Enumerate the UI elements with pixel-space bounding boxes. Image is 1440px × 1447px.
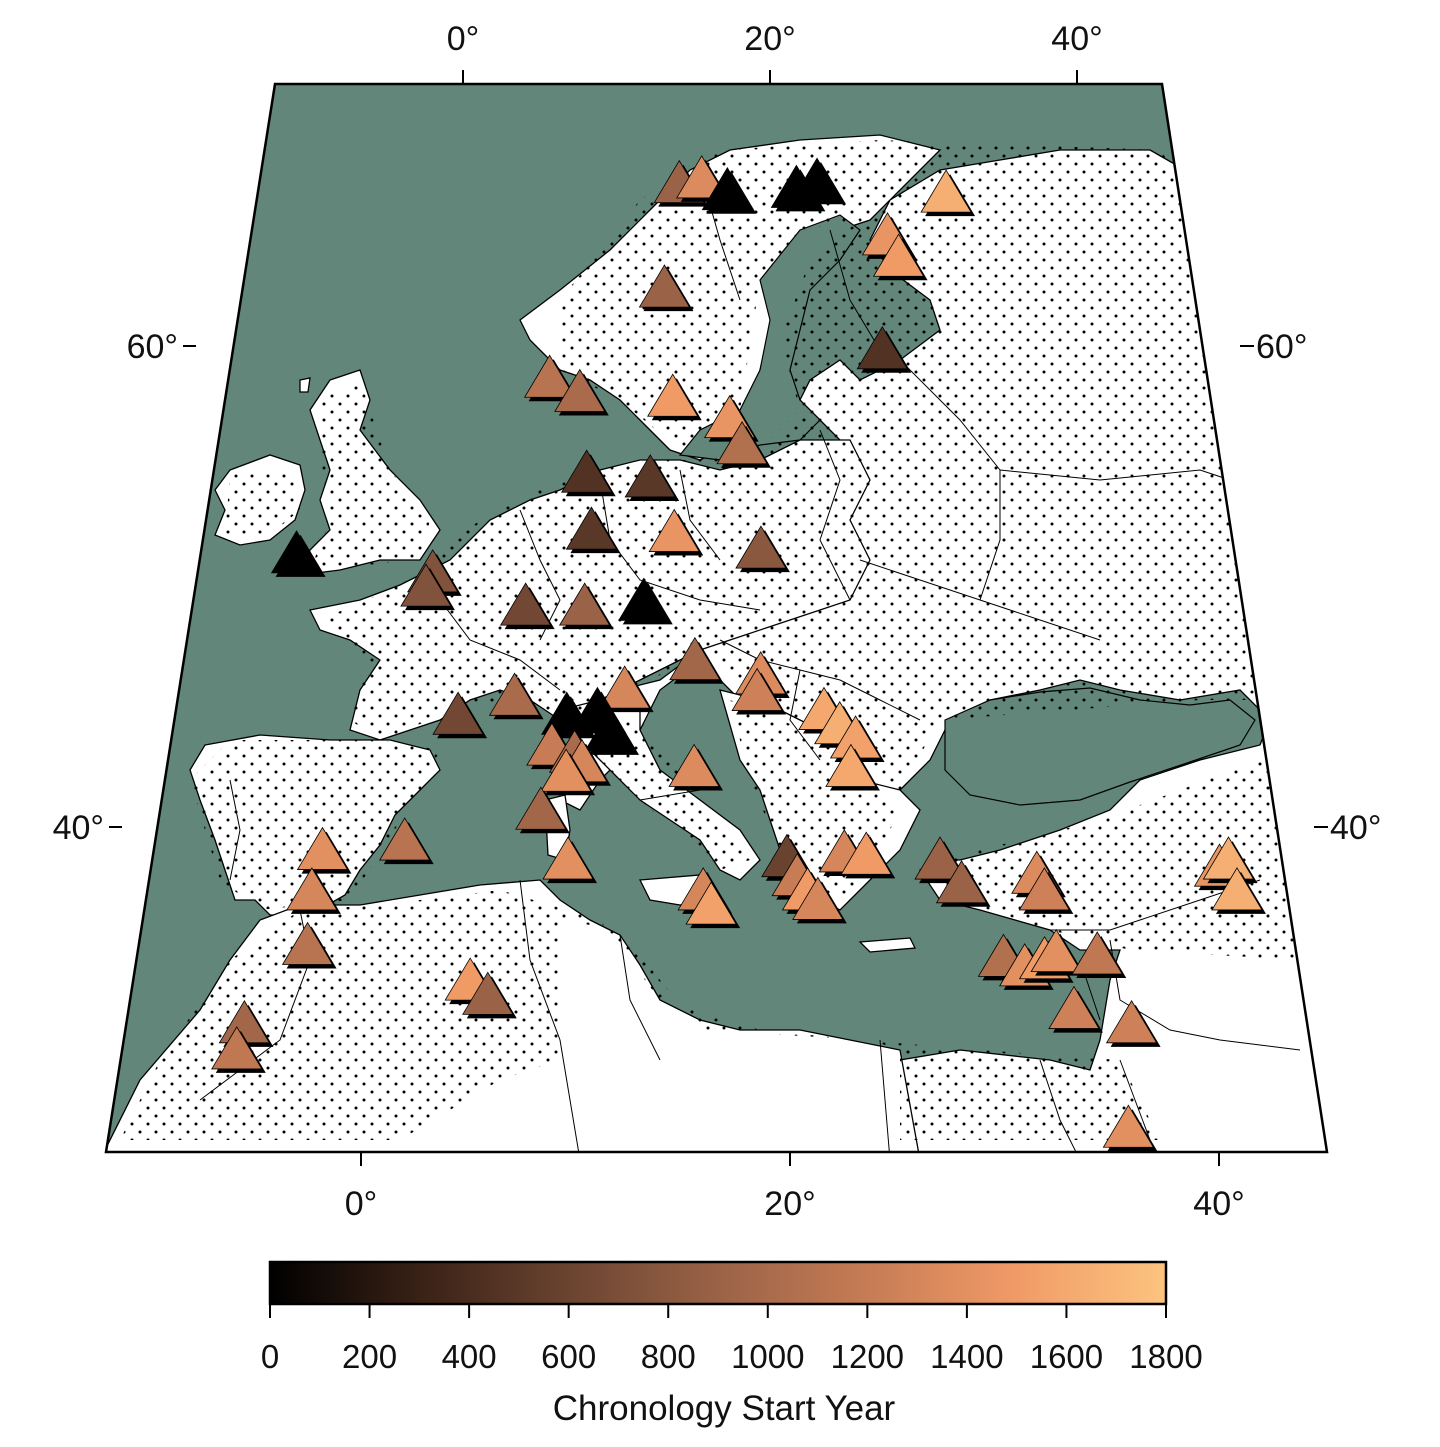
axis-tick-marks	[109, 70, 1328, 1166]
colorbar-tick-label: 600	[541, 1338, 596, 1375]
site-marker-triangle	[379, 817, 431, 861]
site-marker-triangle	[286, 867, 338, 911]
site-marker-triangle	[211, 1026, 263, 1070]
site-marker-triangle	[914, 836, 966, 880]
site-marker-triangle	[515, 786, 567, 830]
site-marker-triangle	[296, 826, 349, 870]
site-marker-triangle	[676, 155, 728, 199]
site-marker-triangle	[668, 743, 720, 787]
site-marker-triangle	[554, 368, 606, 412]
site-marker-triangle	[648, 508, 700, 552]
site-marker-triangle	[731, 667, 783, 711]
top-tick-label: 0°	[447, 20, 480, 58]
colorbar-tick-label: 1600	[1030, 1338, 1103, 1375]
site-marker-triangle	[669, 636, 721, 681]
colorbar-tick-label: 1400	[930, 1338, 1003, 1375]
colorbar-tick-label: 1200	[831, 1338, 904, 1375]
site-marker-triangle	[432, 691, 484, 735]
colorbar-tick-label: 200	[342, 1338, 397, 1375]
site-marker-triangle	[488, 672, 541, 716]
map-frame	[104, 82, 1329, 1154]
site-marker-triangle	[618, 577, 670, 621]
land-crete	[858, 937, 917, 953]
site-marker-triangle	[647, 373, 699, 417]
site-marker-triangle	[558, 582, 611, 626]
colorbar-ticks: 0 200 400 600 800 1000 1200 1400 1600 1800	[261, 1304, 1203, 1375]
site-marker-triangle	[716, 420, 768, 465]
site-marker-triangle	[400, 563, 452, 607]
site-marker-triangle	[791, 157, 843, 201]
tree-ring-site-markers	[211, 155, 1266, 1152]
site-marker-triangle	[499, 582, 552, 626]
top-tick-label: 40°	[1051, 20, 1102, 58]
colorbar-tick-label: 1000	[731, 1338, 804, 1375]
left-tick-label: 60°	[127, 328, 178, 366]
site-marker-triangle	[1105, 1000, 1158, 1044]
site-marker-triangle	[735, 525, 787, 569]
sea-caspian-edge	[1304, 699, 1327, 902]
colorbar-tick-label: 0	[261, 1338, 279, 1375]
site-marker-triangle	[540, 748, 592, 792]
site-marker-triangle	[1202, 836, 1255, 880]
site-marker-triangle	[840, 831, 892, 875]
site-marker-triangle	[685, 881, 737, 925]
bottom-tick-label: 0°	[345, 1185, 378, 1223]
site-marker-triangle	[856, 326, 908, 370]
site-marker-triangle	[792, 876, 844, 920]
colorbar-gradient	[268, 1260, 1168, 1306]
site-marker-triangle	[560, 449, 613, 493]
right-tick-label: 40°	[1330, 809, 1381, 847]
colorbar-title: Chronology Start Year	[553, 1389, 896, 1428]
site-marker-triangle	[584, 708, 636, 752]
site-marker-triangle	[542, 836, 594, 880]
site-marker-triangle	[638, 264, 691, 308]
colorbar-tick-label: 1800	[1129, 1338, 1202, 1375]
site-marker-triangle	[920, 169, 972, 213]
site-marker-triangle	[565, 506, 618, 550]
site-marker-triangle	[1071, 931, 1123, 975]
site-marker-triangle	[1102, 1104, 1155, 1148]
site-marker-triangle	[825, 743, 877, 787]
colorbar: 0 200 400 600 800 1000 1200 1400 1600 1800 Chrono…	[261, 1260, 1203, 1428]
site-marker-triangle	[462, 971, 514, 1015]
bottom-tick-label: 20°	[764, 1185, 815, 1223]
site-marker-triangle	[1211, 867, 1263, 911]
site-marker-triangle	[624, 454, 676, 498]
colorbar-tick-label: 800	[641, 1338, 696, 1375]
bottom-tick-label: 40°	[1193, 1185, 1244, 1223]
site-marker-triangle	[1048, 985, 1100, 1029]
site-marker-triangle	[598, 665, 651, 709]
colorbar-tick-label: 400	[442, 1338, 497, 1375]
site-marker-triangle	[701, 167, 754, 211]
right-tick-label: 60°	[1256, 328, 1307, 366]
country-borders	[199, 169, 1301, 1152]
top-tick-label: 20°	[744, 20, 795, 58]
land-iceland-faroe	[299, 377, 311, 393]
site-marker-triangle	[1030, 928, 1082, 973]
site-marker-triangle	[872, 233, 925, 277]
site-marker-triangle	[523, 354, 576, 398]
left-tick-label: 40°	[53, 809, 104, 847]
site-marker-triangle	[935, 860, 988, 904]
site-marker-triangle	[1018, 867, 1071, 911]
site-marker-triangle	[281, 921, 334, 965]
site-marker-triangle	[270, 530, 323, 574]
